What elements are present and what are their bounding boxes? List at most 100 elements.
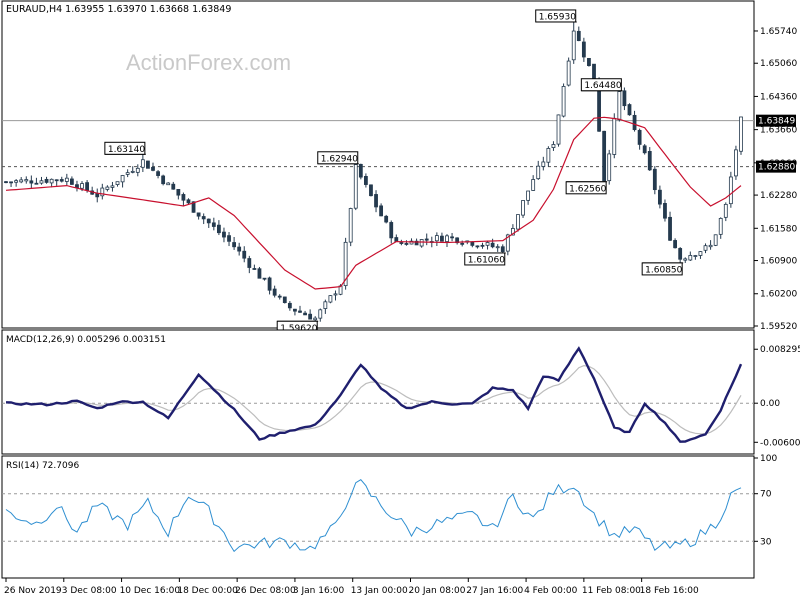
rsi-y-tick-label: 30 xyxy=(760,537,772,547)
candle xyxy=(9,181,13,188)
candle xyxy=(440,232,444,242)
price-annotation-label: 1.61060 xyxy=(468,255,505,265)
candle xyxy=(206,218,211,228)
price-panel: ActionForex.com 1.631401.629401.596201.6… xyxy=(1,0,797,334)
price-annotation: 1.62560 xyxy=(565,181,608,195)
price-panel-title: EURAUD,H4 1.63955 1.63970 1.63668 1.6384… xyxy=(6,4,231,15)
price-annotation-label: 1.62940 xyxy=(321,154,358,164)
rsi-y-axis: 100 70 30 xyxy=(754,454,777,547)
candle xyxy=(69,176,74,185)
candle xyxy=(110,181,115,192)
candle xyxy=(673,238,678,249)
rsi-y-tick-label: 100 xyxy=(760,454,777,464)
candle xyxy=(551,141,556,151)
candle xyxy=(130,166,135,174)
candle xyxy=(176,189,181,200)
candle xyxy=(247,255,252,274)
candle xyxy=(333,290,338,301)
candle xyxy=(734,145,738,180)
candle xyxy=(100,183,105,200)
x-tick-label: 13 Jan 00:00 xyxy=(351,586,408,596)
candle xyxy=(242,246,247,263)
current-price-tag: 1.63849 xyxy=(756,114,796,127)
price-y-tick-label: 1.59520 xyxy=(760,322,797,332)
price-y-tick-label: 1.65740 xyxy=(760,27,797,37)
candle xyxy=(485,240,490,250)
candle xyxy=(353,163,358,211)
candle xyxy=(581,37,586,62)
candle xyxy=(363,173,368,188)
candle xyxy=(201,213,206,225)
reference-level-tag-label: 1.62880 xyxy=(758,163,795,173)
candle xyxy=(495,244,500,252)
x-tick-label: 27 Jan 16:00 xyxy=(466,586,523,596)
watermark-text: ActionForex.com xyxy=(126,50,291,75)
candle xyxy=(4,180,8,184)
candle xyxy=(434,232,439,246)
candle xyxy=(668,211,672,241)
candle xyxy=(237,242,242,256)
candle xyxy=(216,220,221,236)
candle xyxy=(298,305,302,313)
price-annotation-label: 1.62560 xyxy=(569,184,606,194)
macd-signal-line xyxy=(5,364,742,435)
candlestick-series xyxy=(4,21,743,322)
macd-panel: MACD(12,26,9) 0.005296 0.003151 0.008295… xyxy=(1,329,800,455)
candle xyxy=(739,116,743,155)
annotations-layer: 1.63140 1.62940 1.59620 1.61060 1.65930 1.644… xyxy=(104,9,684,334)
price-y-tick-label: 1.60900 xyxy=(760,257,797,267)
candle xyxy=(683,257,688,263)
candle xyxy=(211,217,216,231)
price-annotation: 1.63140 xyxy=(104,141,146,155)
candle xyxy=(379,203,384,217)
candle xyxy=(54,179,59,186)
candle xyxy=(424,233,429,246)
candle xyxy=(171,181,176,190)
candle xyxy=(166,182,171,186)
candle xyxy=(29,175,34,189)
candle xyxy=(358,163,363,180)
x-tick-label: 3 Jan 16:00 xyxy=(293,586,345,596)
candle xyxy=(308,309,313,320)
candle xyxy=(480,242,485,249)
rsi-panel-title: RSI(14) 72.7096 xyxy=(6,461,79,471)
candle xyxy=(267,276,272,295)
candle xyxy=(556,114,561,147)
x-tick-label: 10 Dec 16:00 xyxy=(120,586,181,596)
price-annotation: 1.61060 xyxy=(464,252,506,266)
macd-line xyxy=(5,346,743,443)
x-tick-label: 11 Feb 08:00 xyxy=(582,586,641,596)
candle xyxy=(678,247,683,263)
candle xyxy=(44,176,49,184)
candle xyxy=(399,239,404,246)
candle xyxy=(232,236,237,250)
price-annotation: 1.65930 xyxy=(535,9,577,23)
price-y-tick-label: 1.63660 xyxy=(760,126,797,136)
candle xyxy=(222,227,226,243)
candle xyxy=(632,110,637,132)
candle xyxy=(272,285,277,298)
macd-y-tick-label: 0.00 xyxy=(760,399,780,409)
candle xyxy=(24,176,29,184)
x-tick-label: 4 Feb 00:00 xyxy=(524,586,578,596)
candle xyxy=(500,244,505,253)
candle xyxy=(125,169,130,178)
candle xyxy=(475,245,480,249)
candle xyxy=(348,207,353,247)
candle xyxy=(693,254,698,260)
candle xyxy=(303,310,307,316)
candle xyxy=(617,90,622,122)
x-tick-label: 18 Dec 00:00 xyxy=(177,586,238,596)
candle xyxy=(652,166,657,195)
candle xyxy=(647,147,652,172)
macd-y-axis: 0.008295 0.00 -0.006007 xyxy=(754,345,800,448)
candle xyxy=(612,113,617,159)
candle xyxy=(587,57,591,67)
macd-panel-title: MACD(12,26,9) 0.005296 0.003151 xyxy=(6,335,166,345)
price-y-tick-label: 1.62280 xyxy=(760,191,797,201)
candle xyxy=(657,185,662,209)
candle xyxy=(445,234,449,247)
